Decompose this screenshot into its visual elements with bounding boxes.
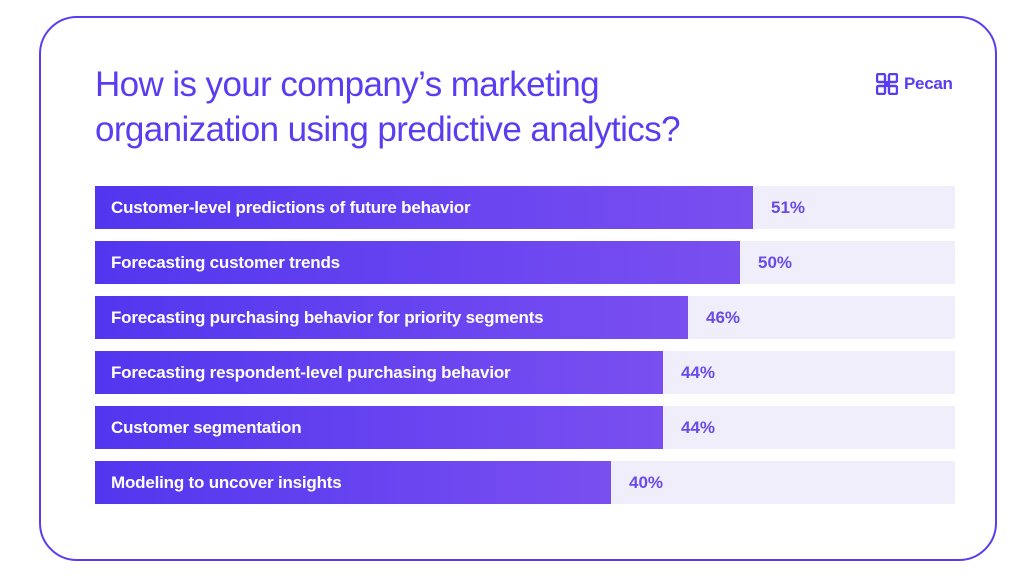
bar [95, 406, 663, 449]
bar [95, 296, 688, 339]
bar [95, 241, 740, 284]
bar-row: Forecasting respondent-level purchasing … [95, 351, 955, 394]
bar-row: Forecasting customer trends 50% [95, 241, 955, 284]
bar [95, 461, 611, 504]
chart-title: How is your company’s marketing organiza… [95, 62, 735, 152]
bar-category-label: Customer segmentation [111, 418, 302, 437]
pecan-logo-icon [876, 73, 898, 95]
bar-value-label: 50% [758, 253, 793, 272]
bar-category-label: Forecasting customer trends [111, 253, 340, 272]
bar-row: Modeling to uncover insights 40% [95, 461, 955, 504]
pecan-logo: Pecan [876, 73, 953, 95]
bar-value-label: 44% [681, 363, 716, 382]
bar-value-label: 44% [681, 418, 716, 437]
bar-category-label: Customer-level predictions of future beh… [111, 198, 471, 217]
bar-value-label: 40% [629, 473, 664, 492]
bar-category-label: Modeling to uncover insights [111, 473, 342, 492]
bar-row: Forecasting purchasing behavior for prio… [95, 296, 955, 339]
bar-value-label: 46% [706, 308, 741, 327]
bar-category-label: Forecasting purchasing behavior for prio… [111, 308, 544, 327]
bar-category-label: Forecasting respondent-level purchasing … [111, 363, 511, 382]
chart-title-line-2: organization using predictive analytics? [95, 110, 681, 149]
brand-name: Pecan [904, 74, 953, 93]
bar-value-label: 51% [771, 198, 806, 217]
bar-row: Customer-level predictions of future beh… [95, 186, 955, 229]
bar-row: Customer segmentation 44% [95, 406, 955, 449]
bar [95, 186, 753, 229]
chart-title-line-1: How is your company’s marketing [95, 65, 600, 104]
bar [95, 351, 663, 394]
bar-chart: Customer-level predictions of future beh… [95, 186, 955, 516]
